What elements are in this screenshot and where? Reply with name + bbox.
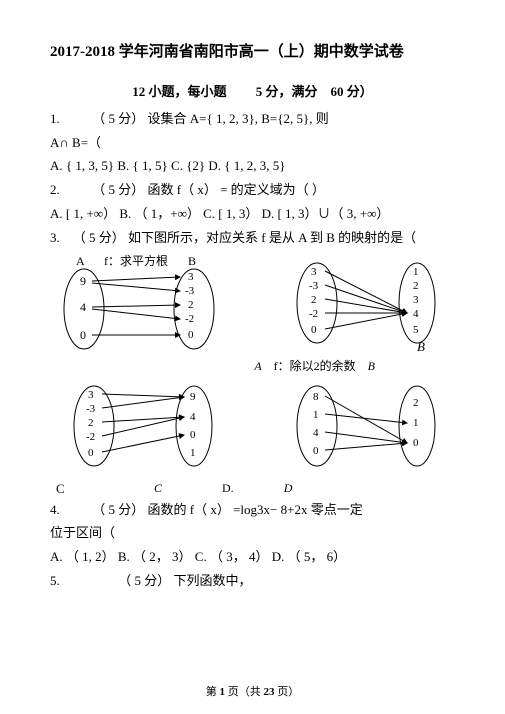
mapping-diagrams-row-1: A f：求平方根 B 9 4 0 3 -3 2 -2 0 3 -3 2: [56, 253, 449, 353]
svg-text:4: 4: [413, 308, 419, 320]
q4-opts: A. （ 1, 2） B. （ 2， 3） C. （ 3， 4） D. （ 5，…: [50, 547, 455, 568]
q5: 5. （ 5 分） 下列函数中，: [50, 571, 455, 592]
diagram-a: A f：求平方根 B 9 4 0 3 -3 2 -2 0: [56, 253, 226, 353]
svg-text:5: 5: [413, 324, 419, 336]
svg-text:B: B: [188, 254, 196, 268]
q4-num: 4.: [50, 502, 60, 517]
svg-text:4: 4: [80, 300, 86, 314]
q1-cont: A∩ B=（: [50, 133, 455, 154]
q2-num: 2.: [50, 182, 60, 197]
q5-score: （ 5 分）: [118, 573, 170, 588]
diagram-d: 8 1 4 0 2 1 0: [289, 380, 449, 475]
svg-text:1: 1: [190, 447, 196, 459]
diagram-b: 3 -3 2 -2 0 1 2 3 4 5 B: [289, 253, 449, 353]
svg-text:0: 0: [88, 447, 94, 459]
svg-text:B: B: [417, 339, 425, 353]
svg-text:3: 3: [88, 389, 94, 401]
exam-title: 2017-2018 学年河南省南阳市高一（上）期中数学试卷: [50, 40, 455, 64]
svg-text:0: 0: [190, 429, 196, 441]
svg-text:-2: -2: [86, 431, 95, 443]
svg-text:-3: -3: [185, 285, 195, 297]
exam-page: 2017-2018 学年河南省南阳市高一（上）期中数学试卷 12 小题，每小题 …: [0, 0, 505, 605]
svg-text:1: 1: [413, 417, 419, 429]
svg-text:0: 0: [313, 445, 319, 457]
svg-text:-3: -3: [86, 403, 96, 415]
svg-text:2: 2: [188, 299, 194, 311]
svg-text:3: 3: [413, 294, 419, 306]
page-footer: 第 1 页（共 23 页）: [0, 684, 505, 702]
svg-text:4: 4: [313, 427, 319, 439]
q1-num: 1.: [50, 111, 60, 126]
svg-text:f：求平方根: f：求平方根: [104, 253, 168, 268]
svg-text:3: 3: [311, 266, 317, 278]
q4-score: （ 5 分）: [92, 502, 144, 517]
svg-text:2: 2: [88, 417, 94, 429]
svg-text:8: 8: [313, 391, 319, 403]
q1-opts: A. { 1, 3, 5} B. { 1, 5} C. {2} D. { 1, …: [50, 156, 455, 177]
q4-cont: 位于区间（: [50, 523, 455, 544]
diagram-cd-title: A f：除以2的余数 B: [50, 357, 455, 376]
q3: 3. （ 5 分） 如下图所示，对应关系 f 是从 A 到 B 的映射的是（: [50, 228, 455, 249]
svg-text:0: 0: [188, 329, 194, 341]
svg-text:-3: -3: [309, 280, 319, 292]
q4-text-a: 函数的 f（ x） =log3x− 8+2x 零点一定: [148, 502, 363, 517]
svg-text:9: 9: [190, 391, 196, 403]
svg-text:1: 1: [413, 266, 419, 278]
diagram-c: 3 -3 2 -2 0 9 4 0 1: [56, 380, 226, 475]
svg-text:0: 0: [311, 324, 317, 336]
svg-text:A: A: [76, 254, 85, 268]
svg-text:9: 9: [80, 274, 86, 288]
q2-text: 函数 f（ x） = 的定义域为（ ）: [148, 182, 325, 197]
q5-text: 下列函数中，: [174, 573, 252, 588]
svg-text:2: 2: [311, 294, 317, 306]
section-header: 12 小题，每小题 5 分，满分 60 分）: [50, 82, 455, 103]
q1-score: （ 5 分）: [92, 111, 144, 126]
svg-text:4: 4: [190, 411, 196, 423]
svg-text:0: 0: [413, 437, 419, 449]
svg-text:-2: -2: [185, 313, 194, 325]
q3-text: 如下图所示，对应关系 f 是从 A 到 B 的映射的是（: [128, 230, 416, 245]
diagram-bottom-labels: C C D. D: [56, 479, 449, 500]
svg-text:0: 0: [80, 328, 86, 342]
q2-score: （ 5 分）: [92, 182, 144, 197]
q3-score: （ 5 分）: [73, 230, 125, 245]
svg-text:-2: -2: [309, 308, 318, 320]
q5-num: 5.: [50, 573, 60, 588]
mapping-diagrams-row-2: 3 -3 2 -2 0 9 4 0 1 8 1 4 0 2 1 0: [56, 380, 449, 475]
svg-text:2: 2: [413, 397, 419, 409]
svg-text:1: 1: [313, 409, 319, 421]
q2: 2. （ 5 分） 函数 f（ x） = 的定义域为（ ）: [50, 180, 455, 201]
q4: 4. （ 5 分） 函数的 f（ x） =log3x− 8+2x 零点一定: [50, 500, 455, 521]
q2-opts: A. [ 1, +∞） B. （ 1，+∞） C. [ 1, 3） D. [ 1…: [50, 204, 455, 225]
q1-text-a: 设集合 A={ 1, 2, 3}, B={2, 5}, 则: [148, 111, 329, 126]
q1: 1. （ 5 分） 设集合 A={ 1, 2, 3}, B={2, 5}, 则: [50, 109, 455, 130]
svg-text:3: 3: [188, 271, 194, 283]
q3-num: 3.: [50, 230, 60, 245]
svg-text:2: 2: [413, 280, 419, 292]
